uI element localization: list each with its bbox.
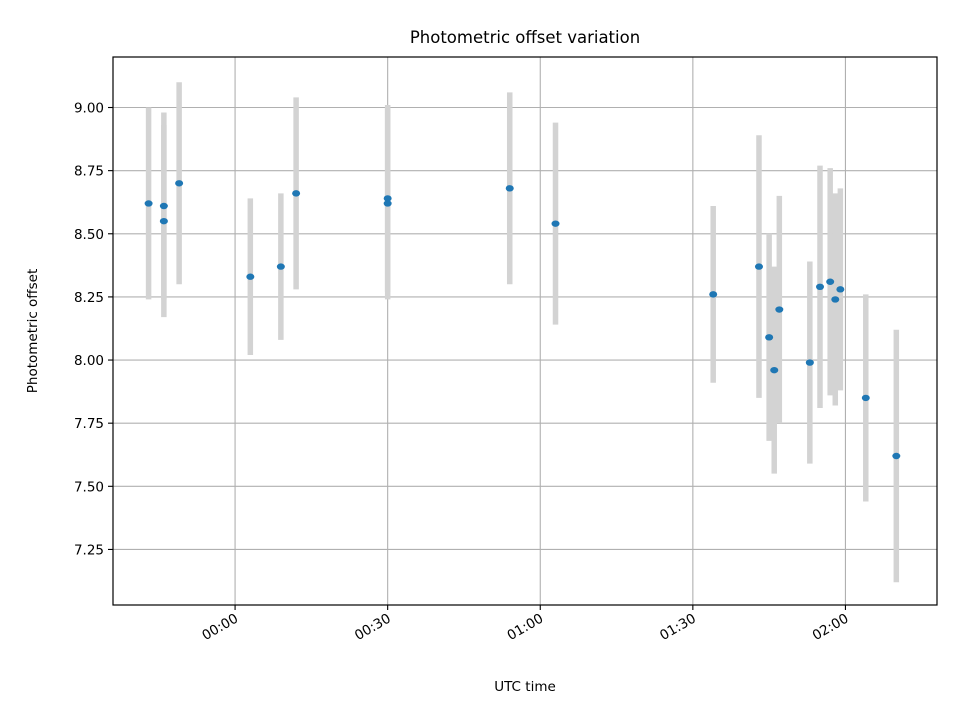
y-tick-label: 8.75 <box>74 164 104 180</box>
data-point <box>831 296 840 303</box>
data-point <box>292 190 301 197</box>
data-point <box>826 278 835 285</box>
x-tick-label: 02:00 <box>810 611 852 644</box>
data-points <box>144 180 901 460</box>
plot-frame <box>112 56 938 606</box>
data-point <box>805 359 814 366</box>
error-bars <box>145 82 900 583</box>
chart-title: Photometric offset variation <box>410 28 640 47</box>
data-point <box>276 263 285 270</box>
y-tick-label: 7.75 <box>74 416 104 432</box>
data-point <box>836 286 845 293</box>
data-point <box>505 185 514 192</box>
data-point <box>892 452 901 460</box>
data-point <box>246 273 255 280</box>
data-point <box>861 394 870 402</box>
y-tick-label: 9.00 <box>74 101 104 117</box>
data-point <box>754 263 763 270</box>
data-point <box>175 180 184 187</box>
y-axis-label: Photometric offset <box>25 269 41 393</box>
data-point <box>383 195 392 202</box>
data-point <box>775 306 784 313</box>
data-point <box>159 202 168 210</box>
data-point <box>816 283 825 291</box>
data-point <box>383 200 392 207</box>
x-tick-label: 00:30 <box>352 611 394 644</box>
y-tick-label: 7.25 <box>74 542 104 558</box>
x-tick-label: 00:00 <box>199 611 241 644</box>
y-tick-label: 8.25 <box>74 290 104 306</box>
x-tick-label: 01:30 <box>657 611 699 644</box>
data-point <box>709 291 718 298</box>
data-point <box>144 200 153 207</box>
y-tick-label: 8.50 <box>74 227 104 243</box>
data-point <box>765 334 774 341</box>
grid <box>113 57 937 605</box>
data-point <box>770 366 779 374</box>
x-tick-label: 01:00 <box>505 611 547 644</box>
y-tick-label: 8.00 <box>74 353 104 369</box>
y-axis-ticks: 7.25 7.50 7.75 8.00 8.25 8.50 8.75 9.00 <box>74 101 113 558</box>
data-point <box>159 217 168 225</box>
y-tick-label: 7.50 <box>74 479 104 495</box>
data-point <box>551 220 560 227</box>
x-axis-ticks: 00:00 00:30 01:00 01:30 02:00 <box>199 605 851 644</box>
x-axis-label: UTC time <box>494 679 556 695</box>
